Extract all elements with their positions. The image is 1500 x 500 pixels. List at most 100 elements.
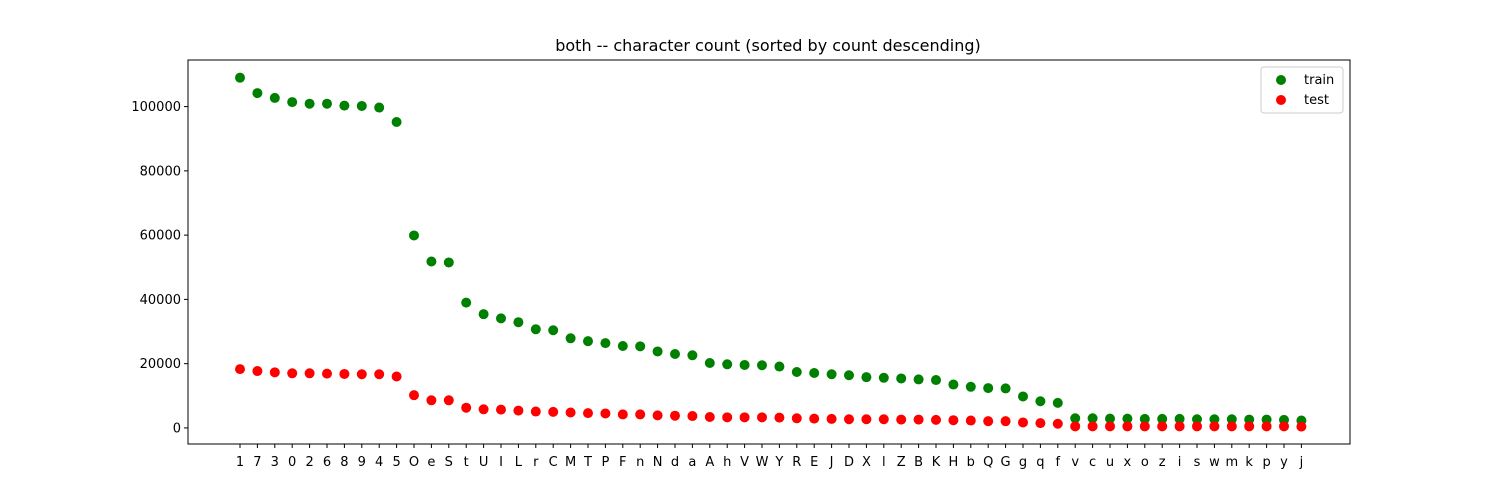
x-tick-label: 6 (323, 455, 331, 470)
data-point-train (339, 100, 350, 111)
data-point-test (1279, 421, 1289, 432)
data-point-train (774, 361, 785, 372)
data-point-train (739, 359, 750, 370)
data-point-train (1192, 414, 1202, 425)
data-point-test (983, 416, 994, 427)
x-tick-label: L (515, 455, 523, 470)
data-point-train (1122, 413, 1133, 424)
data-point-test (374, 369, 385, 380)
data-point-test (878, 414, 889, 425)
data-point-train (1087, 413, 1098, 424)
x-tick-label: d (671, 455, 679, 470)
series-train (235, 72, 1307, 426)
data-point-train (600, 338, 611, 349)
data-point-train (513, 317, 524, 328)
data-point-train (304, 98, 315, 109)
data-point-test (1174, 421, 1185, 432)
data-point-train (652, 346, 663, 357)
y-axis: 0 20000 40000 60000 80000 100000 (131, 100, 188, 436)
x-tick-label: A (705, 455, 714, 470)
data-point-test (461, 402, 472, 413)
legend: train test (1260, 66, 1344, 114)
data-point-test (496, 404, 506, 415)
x-tick-label: y (1280, 455, 1288, 470)
data-point-test (478, 404, 489, 415)
x-tick-label: V (740, 455, 749, 470)
data-point-test (1296, 421, 1307, 432)
x-tick-label: k (1245, 455, 1253, 470)
x-tick-label: P (601, 455, 609, 470)
data-point-train (565, 333, 576, 344)
data-point-test (774, 412, 785, 423)
data-point-train (983, 383, 994, 394)
x-tick-label: K (932, 455, 941, 470)
data-point-train (583, 336, 593, 347)
x-tick-label: Y (774, 455, 783, 470)
data-point-train (269, 92, 280, 103)
y-tick-label: 60000 (140, 229, 181, 244)
legend-label-test: test (1304, 93, 1329, 108)
data-point-train (478, 309, 489, 320)
x-tick-label: 4 (375, 455, 383, 470)
data-point-test (1209, 421, 1220, 432)
x-tick-label: i (1178, 455, 1182, 470)
data-point-train (1035, 396, 1046, 407)
x-tick-label: a (688, 455, 696, 470)
data-point-test (1052, 418, 1063, 429)
data-point-train (235, 72, 245, 83)
x-tick-label: f (1056, 455, 1061, 470)
data-point-test (513, 405, 524, 416)
data-point-test (1087, 421, 1098, 432)
x-tick-label: w (1209, 455, 1220, 470)
data-point-train (1000, 383, 1011, 394)
x-tick-label: R (792, 455, 801, 470)
x-tick-label: h (723, 455, 731, 470)
data-point-train (409, 230, 419, 241)
data-point-test (548, 406, 559, 417)
data-point-train (757, 360, 767, 371)
data-point-train (896, 373, 907, 384)
data-point-train (844, 370, 854, 381)
data-point-test (600, 408, 611, 419)
data-point-train (496, 313, 506, 324)
y-tick-label: 0 (173, 421, 181, 436)
data-point-test (1244, 421, 1255, 432)
data-point-train (461, 297, 472, 308)
data-point-test (426, 395, 437, 406)
data-point-test (1192, 421, 1202, 432)
x-tick-label: m (1225, 455, 1238, 470)
x-tick-label: z (1159, 455, 1166, 470)
data-point-test (1157, 421, 1168, 432)
data-point-train (1174, 413, 1185, 424)
x-tick-label: 7 (253, 455, 261, 470)
x-tick-label: o (1141, 455, 1149, 470)
data-point-test (287, 368, 298, 379)
x-tick-label: C (549, 455, 558, 470)
x-tick-label: B (914, 455, 923, 470)
data-point-train (1226, 414, 1237, 425)
data-point-train (809, 367, 820, 378)
x-tick-label: D (844, 455, 854, 470)
series-layer (235, 72, 1307, 432)
data-point-train (1052, 397, 1063, 408)
data-point-train (1105, 413, 1115, 424)
data-point-train (931, 375, 941, 386)
data-point-test (704, 412, 715, 423)
x-tick-label: F (619, 455, 626, 470)
data-point-test (1261, 421, 1272, 432)
x-tick-label: j (1299, 455, 1304, 470)
data-point-test (635, 409, 646, 420)
x-tick-label: O (409, 455, 419, 470)
x-tick-label: M (565, 455, 576, 470)
data-point-test (565, 407, 576, 418)
x-tick-label: x (1124, 455, 1132, 470)
x-tick-label: G (1001, 455, 1011, 470)
data-point-test (1105, 421, 1115, 432)
x-tick-label: 2 (305, 455, 313, 470)
x-tick-label: v (1071, 455, 1079, 470)
data-point-train (322, 98, 332, 109)
data-point-test (809, 413, 820, 424)
x-tick-label: X (862, 455, 871, 470)
data-point-train (1139, 413, 1150, 424)
data-point-test (235, 364, 245, 375)
